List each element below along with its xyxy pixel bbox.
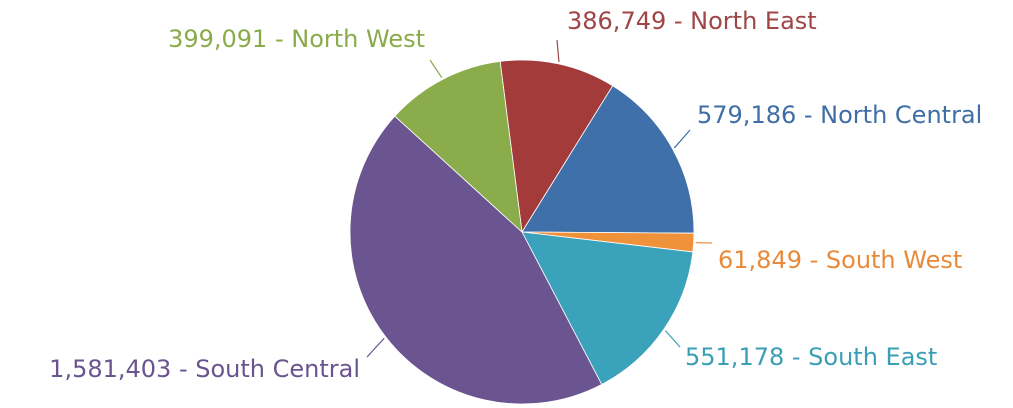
pie-slice — [349, 115, 603, 405]
leader-line — [673, 129, 691, 149]
leader-line — [429, 59, 443, 78]
pie-slice — [394, 60, 523, 234]
pie-slice — [499, 59, 614, 234]
slice-label: 551,178 - South East — [685, 343, 937, 371]
pie-slice — [521, 85, 695, 234]
slice-label: 579,186 - North Central — [697, 101, 982, 129]
slice-label: 399,091 - North West — [168, 25, 425, 53]
leader-line — [556, 39, 560, 63]
slice-label: 1,581,403 - South Central — [49, 355, 360, 383]
leader-line — [366, 337, 385, 358]
pie-slice — [521, 231, 694, 385]
slice-label: 61,849 - South West — [718, 246, 962, 274]
slice-label: 386,749 - North East — [567, 7, 817, 35]
leader-line — [664, 330, 681, 348]
